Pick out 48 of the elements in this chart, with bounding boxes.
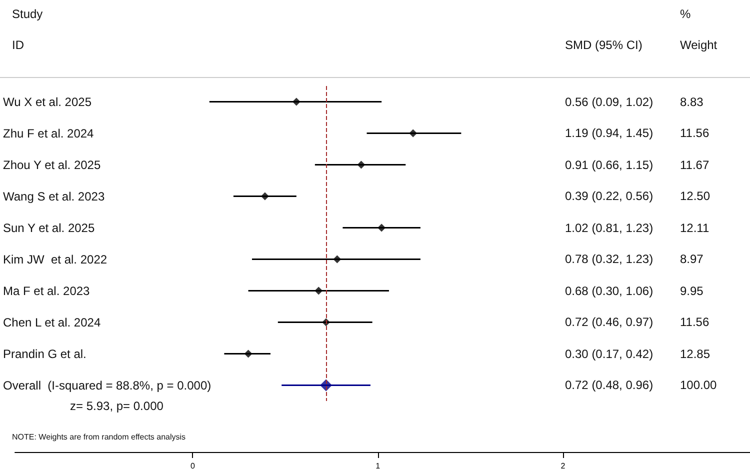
annotation: 12.50 [680,189,710,204]
text: NOTE: Weights are from random effects analysis [12,432,186,442]
y-tick-label: Sun Y et al. 2025 [3,220,95,235]
annotation: 0.72 (0.46, 0.97) [565,315,654,330]
point [314,286,323,295]
text: Weight [680,38,718,52]
annotation: 11.56 [680,315,710,330]
y-tick-label: Kim JW et al. 2022 [3,252,108,266]
annotation: 8.83 [680,94,704,109]
x-tick-label: 0 [190,462,196,470]
annotation: 12.85 [680,346,710,361]
annotation: 11.56 [680,126,710,140]
point [244,350,252,358]
annotation: 0.56 (0.09, 1.02) [565,94,654,109]
y-tick-label: Wu X et al. 2025 [3,94,92,109]
x-tick-label: 2 [560,462,566,470]
annotation: 11.67 [680,158,710,172]
annotation: 8.97 [680,252,704,266]
annotation: 1.19 (0.94, 1.45) [565,126,654,140]
y-tick-label: Wang S et al. 2023 [3,189,105,204]
annotation: 0.78 (0.32, 1.23) [565,252,654,266]
annotation: 0.39 (0.22, 0.56) [565,189,654,204]
text: ID [12,38,24,52]
annotation: 0.68 (0.30, 1.06) [565,284,654,298]
annotation: 9.95 [680,284,704,298]
annotation: 100.00 [680,378,717,392]
y-tick-label: Prandin G et al. [3,346,86,361]
annotation: 0.91 (0.66, 1.15) [565,158,654,172]
point [292,98,300,106]
text: SMD (95% CI) [565,38,642,52]
y-tick-label: Overall (I-squared = 88.8%, p = 0.000) [3,378,212,392]
annotation: z= 5.93, p= 0.000 [70,399,164,413]
text: % [680,7,691,21]
point [357,160,366,169]
x-tick-label: 1 [376,462,381,470]
y-tick-label: Ma F et al. 2023 [3,284,90,298]
annotation: 1.02 (0.81, 1.23) [565,220,654,235]
annotation: 12.11 [680,220,710,235]
point [409,129,418,138]
text: Study [12,7,43,21]
annotation: 0.72 (0.48, 0.96) [565,378,654,392]
point [333,255,342,264]
annotation: 0.30 (0.17, 0.42) [565,346,654,361]
point [378,224,386,232]
y-tick-label: Zhu F et al. 2024 [3,126,94,140]
y-tick-label: Chen L et al. 2024 [3,315,101,330]
point [260,192,269,200]
y-tick-label: Zhou Y et al. 2025 [3,158,101,172]
